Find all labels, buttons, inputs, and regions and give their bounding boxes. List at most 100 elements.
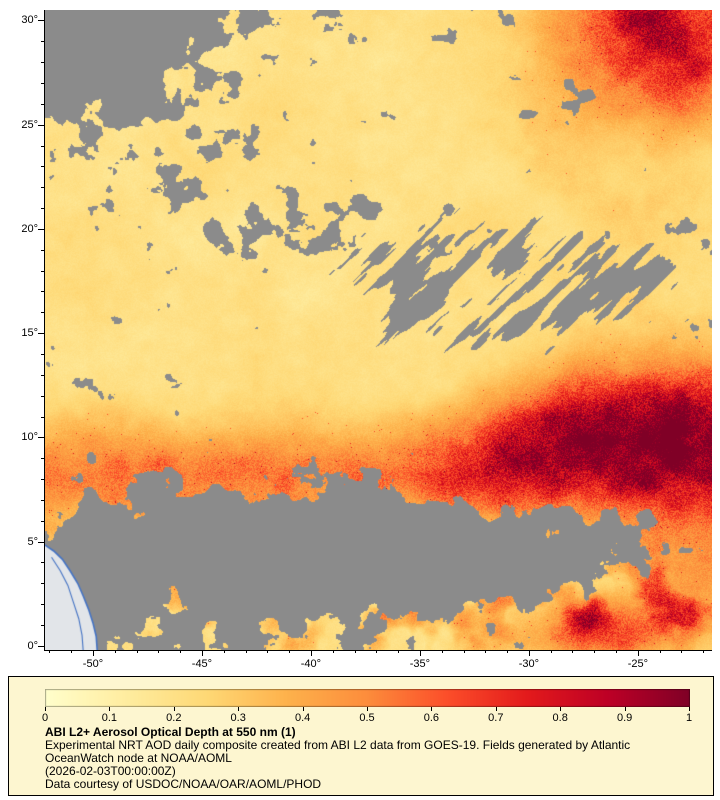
y-tick-mark	[38, 541, 44, 543]
y-minor-tick	[41, 562, 44, 564]
x-minor-tick	[158, 650, 160, 653]
colorbar-tick-mark	[45, 707, 46, 711]
y-minor-tick	[41, 499, 44, 501]
legend-credit: Data courtesy of USDOC/NOAA/OAR/AOML/PHO…	[45, 777, 322, 791]
x-minor-tick	[659, 650, 661, 653]
y-minor-tick	[41, 249, 44, 251]
colorbar-tick-label: 0.4	[294, 712, 311, 724]
y-minor-tick	[41, 166, 44, 168]
y-tick-mark	[38, 333, 44, 335]
colorbar-tick-label: 0.2	[166, 712, 182, 724]
x-minor-tick	[616, 650, 618, 653]
x-tick-mark	[419, 650, 421, 656]
x-minor-tick	[376, 650, 378, 653]
x-tick-label: -40°	[300, 658, 322, 670]
x-minor-tick	[681, 650, 683, 653]
x-minor-tick	[71, 650, 73, 653]
legend-title: ABI L2+ Aerosol Optical Depth at 550 nm …	[45, 725, 296, 739]
colorbar-tick-label: 0.7	[488, 712, 504, 724]
colorbar-tick-label: 0.1	[101, 712, 118, 724]
x-minor-tick	[332, 650, 334, 653]
y-minor-tick	[41, 82, 44, 84]
x-tick-label: -30°	[518, 658, 540, 670]
colorbar-tick-mark	[431, 707, 433, 711]
x-minor-tick	[703, 650, 705, 653]
y-minor-tick	[41, 353, 44, 355]
x-tick-label: -25°	[627, 658, 649, 670]
x-axis-line	[44, 650, 712, 651]
y-minor-tick	[41, 374, 44, 376]
y-minor-tick	[41, 208, 44, 210]
y-minor-tick	[41, 604, 44, 606]
x-tick-mark	[201, 650, 203, 656]
y-minor-tick	[41, 291, 44, 293]
y-minor-tick	[41, 416, 44, 418]
legend-panel: 0 0.1 0.2 0.3 0.4 0.5 0.6 0.7 0.8 0.9 1 ABI L2+ Ae…	[8, 676, 714, 796]
y-minor-tick	[41, 583, 44, 585]
x-tick-mark	[310, 650, 312, 656]
colorbar-tick-label: 0.3	[230, 712, 246, 724]
x-minor-tick	[550, 650, 552, 653]
y-tick-mark	[38, 437, 44, 439]
y-tick-label: 10°	[21, 431, 38, 444]
y-minor-tick	[41, 270, 44, 272]
legend-description-line2: OceanWatch node at NOAA/AOML	[45, 751, 232, 765]
y-minor-tick	[41, 145, 44, 147]
x-minor-tick	[398, 650, 400, 653]
x-minor-tick	[572, 650, 574, 653]
x-minor-tick	[289, 650, 291, 653]
colorbar-gradient	[45, 689, 690, 707]
x-tick-label: -45°	[191, 658, 213, 670]
colorbar-tick-mark	[367, 707, 368, 711]
y-tick-label: 30°	[21, 14, 38, 27]
colorbar-tick-label: 0.6	[423, 712, 440, 724]
y-tick-label: 5°	[27, 535, 38, 548]
y-minor-tick	[41, 395, 44, 397]
y-tick-mark	[38, 124, 44, 126]
y-tick-mark	[38, 645, 44, 647]
colorbar-tick-mark	[302, 707, 304, 711]
y-minor-tick	[41, 103, 44, 105]
x-tick-label: -35°	[409, 658, 431, 670]
y-tick-label: 15°	[21, 327, 38, 340]
x-minor-tick	[223, 650, 225, 653]
x-minor-tick	[463, 650, 465, 653]
x-minor-tick	[245, 650, 247, 653]
x-minor-tick	[485, 650, 487, 653]
x-minor-tick	[441, 650, 443, 653]
x-minor-tick	[180, 650, 182, 653]
colorbar-tick-mark	[238, 707, 240, 711]
colorbar-tick-label: 0.8	[552, 712, 568, 724]
y-minor-tick	[41, 479, 44, 481]
y-tick-label: 20°	[21, 222, 38, 235]
x-tick-mark	[92, 650, 94, 656]
legend-description-line1: Experimental NRT AOD daily composite cre…	[45, 738, 631, 752]
y-minor-tick	[41, 312, 44, 314]
colorbar-tick-mark	[173, 707, 175, 711]
colorbar-tick-mark	[109, 707, 111, 711]
legend-timestamp: (2026-02-03T00:00:00Z)	[45, 764, 176, 778]
colorbar-tick-label: 0.5	[359, 712, 375, 724]
y-minor-tick	[41, 624, 44, 626]
x-tick-mark	[637, 650, 639, 656]
y-tick-label: 25°	[21, 118, 38, 131]
y-minor-tick	[41, 187, 44, 189]
colorbar-tick-mark	[560, 707, 562, 711]
aod-heatmap-canvas	[45, 10, 712, 650]
colorbar-tick-mark	[495, 707, 497, 711]
colorbar-tick-label: 0.9	[616, 712, 633, 724]
colorbar-tick-label: 1	[685, 712, 693, 724]
y-minor-tick	[41, 458, 44, 460]
y-tick-mark	[38, 228, 44, 230]
y-tick-label: 0°	[27, 639, 38, 652]
x-minor-tick	[594, 650, 596, 653]
y-minor-tick	[41, 520, 44, 522]
legend-text-block: ABI L2+ Aerosol Optical Depth at 550 nm …	[45, 726, 707, 791]
colorbar-ticks: 0 0.1 0.2 0.3 0.4 0.5 0.6 0.7 0.8 0.9 1	[9, 677, 713, 795]
x-minor-tick	[114, 650, 116, 653]
x-minor-tick	[507, 650, 509, 653]
x-tick-mark	[528, 650, 530, 656]
colorbar-tick-mark	[624, 707, 626, 711]
x-minor-tick	[354, 650, 356, 653]
y-tick-mark	[38, 20, 44, 22]
